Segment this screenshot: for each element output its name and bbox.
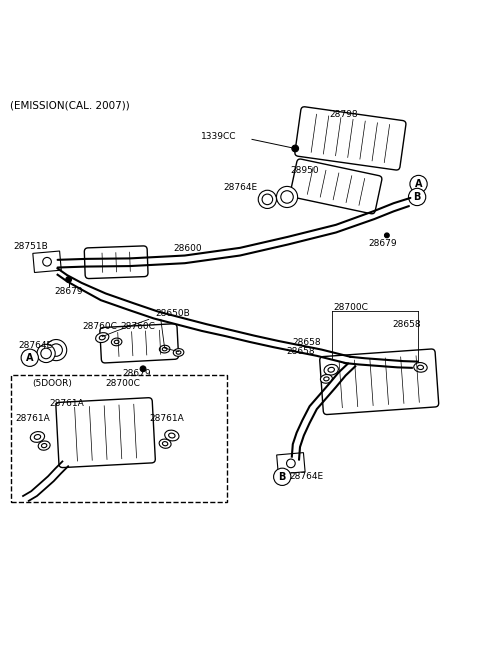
Ellipse shape [99,335,105,340]
Text: 28650B: 28650B [156,309,190,318]
Ellipse shape [34,434,41,440]
Text: (EMISSION(CAL. 2007)): (EMISSION(CAL. 2007)) [10,100,129,110]
Text: 28761A: 28761A [50,399,84,408]
Text: 28658: 28658 [287,346,315,356]
Ellipse shape [159,345,170,353]
Text: 28600: 28600 [173,244,202,253]
Ellipse shape [324,365,338,375]
Ellipse shape [418,365,423,369]
Ellipse shape [165,430,179,441]
Text: 28679: 28679 [369,239,397,247]
Circle shape [258,190,276,209]
Ellipse shape [96,333,109,342]
Circle shape [410,175,427,193]
Circle shape [274,468,291,485]
FancyBboxPatch shape [100,324,179,363]
Circle shape [50,344,62,356]
Bar [276,453,305,474]
Text: 28679: 28679 [54,287,83,296]
Text: (5DOOR): (5DOOR) [33,379,72,388]
Text: A: A [26,353,34,363]
Text: B: B [278,472,286,482]
Ellipse shape [328,367,335,372]
Text: A: A [415,179,422,189]
Text: 28700C: 28700C [333,303,368,312]
Circle shape [37,344,55,363]
FancyBboxPatch shape [320,349,439,415]
Circle shape [281,191,293,203]
Circle shape [292,145,299,152]
Circle shape [41,348,51,359]
Ellipse shape [162,441,168,446]
Text: 28764E: 28764E [289,472,324,482]
FancyBboxPatch shape [56,398,156,468]
Bar [11,375,227,502]
Ellipse shape [173,348,184,356]
Text: 28950: 28950 [290,166,319,175]
Text: 28679: 28679 [122,369,151,378]
Text: 28760C: 28760C [83,322,117,331]
FancyBboxPatch shape [290,159,382,214]
Circle shape [262,194,273,205]
Text: 28760C: 28760C [121,322,156,331]
Text: 28798: 28798 [329,110,358,119]
Ellipse shape [38,441,50,450]
Circle shape [21,349,38,367]
Ellipse shape [114,340,119,344]
Ellipse shape [324,377,329,381]
Ellipse shape [176,351,181,354]
Text: 28761A: 28761A [15,414,50,422]
FancyBboxPatch shape [295,107,406,170]
Ellipse shape [414,363,427,372]
Text: 28764E: 28764E [223,183,257,192]
Circle shape [408,188,426,205]
FancyBboxPatch shape [84,246,148,279]
Ellipse shape [168,433,175,438]
Circle shape [66,277,72,282]
Circle shape [276,186,298,207]
Ellipse shape [111,338,122,346]
Ellipse shape [321,375,332,383]
Circle shape [287,459,295,468]
Text: B: B [413,192,421,202]
Text: 28658: 28658 [393,319,421,329]
Ellipse shape [162,348,167,351]
Text: 28761A: 28761A [150,414,184,422]
Ellipse shape [30,432,45,442]
Text: 1339CC: 1339CC [201,133,236,142]
Ellipse shape [41,443,47,447]
Text: 28751B: 28751B [14,242,48,251]
Circle shape [43,257,51,266]
Circle shape [140,366,146,372]
Circle shape [384,233,389,237]
Bar [33,251,61,272]
Text: 28658: 28658 [292,338,321,347]
Ellipse shape [159,439,171,448]
Text: 28700C: 28700C [105,379,140,388]
Circle shape [46,340,67,361]
Text: 28764E: 28764E [18,341,52,350]
